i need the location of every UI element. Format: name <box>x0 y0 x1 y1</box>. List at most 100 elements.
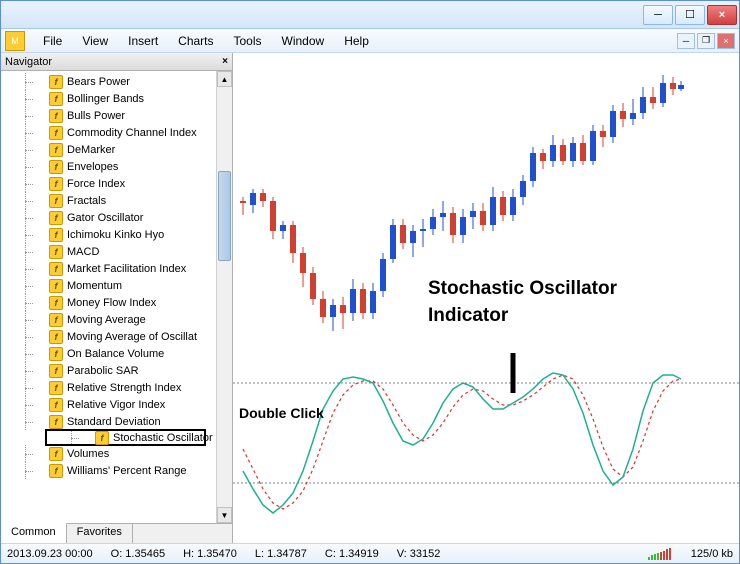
status-close: C: 1.34919 <box>325 548 397 560</box>
status-volume: V: 33152 <box>397 548 459 560</box>
indicator-label: DeMarker <box>67 144 115 156</box>
menu-window[interactable]: Window <box>272 32 335 50</box>
nav-tab-common[interactable]: Common <box>1 523 67 543</box>
function-icon: f <box>49 92 63 106</box>
indicator-relative-strength-index[interactable]: f Relative Strength Index <box>1 379 232 396</box>
indicator-label: Relative Strength Index <box>67 382 181 394</box>
menubar: M FileViewInsertChartsToolsWindowHelp ─ … <box>1 29 739 53</box>
indicator-stochastic-oscillator[interactable]: fStochastic Oscillator <box>45 429 206 446</box>
status-low: L: 1.34787 <box>255 548 325 560</box>
indicator-volumes[interactable]: f Volumes <box>1 445 232 462</box>
indicator-label: Force Index <box>67 178 125 190</box>
function-icon: f <box>49 75 63 89</box>
chart-area[interactable]: Stochastic Oscillator Indicator Double C… <box>233 53 739 543</box>
indicator-williams-percent-range[interactable]: f Williams' Percent Range <box>1 462 232 479</box>
indicator-ichimoku-kinko-hyo[interactable]: f Ichimoku Kinko Hyo <box>1 226 232 243</box>
function-icon: f <box>49 211 63 225</box>
menu-file[interactable]: File <box>33 32 72 50</box>
function-icon: f <box>49 364 63 378</box>
indicator-label: Money Flow Index <box>67 297 156 309</box>
scroll-thumb[interactable] <box>218 171 231 261</box>
function-icon: f <box>49 347 63 361</box>
titlebar: ─ ☐ × <box>1 1 739 29</box>
navigator-panel: Navigator × f Bears Power f Bollinger Bands… <box>1 53 233 543</box>
indicator-market-facilitation-index[interactable]: f Market Facilitation Index <box>1 260 232 277</box>
window-minimize-button[interactable]: ─ <box>643 5 673 25</box>
indicator-fractals[interactable]: f Fractals <box>1 192 232 209</box>
indicator-label: Volumes <box>67 448 109 460</box>
indicator-label: MACD <box>67 246 99 258</box>
menu-charts[interactable]: Charts <box>168 32 223 50</box>
indicator-parabolic-sar[interactable]: f Parabolic SAR <box>1 362 232 379</box>
indicator-demarker[interactable]: fDeMarker <box>1 141 232 158</box>
indicator-force-index[interactable]: f Force Index <box>1 175 232 192</box>
navigator-scrollbar[interactable]: ▲ ▼ <box>216 71 232 523</box>
function-icon: f <box>49 415 63 429</box>
indicator-label: Market Facilitation Index <box>67 263 186 275</box>
indicator-label: Bollinger Bands <box>67 93 144 105</box>
status-date: 2013.09.23 00:00 <box>7 548 111 560</box>
menu-insert[interactable]: Insert <box>118 32 168 50</box>
inner-close-button[interactable]: × <box>717 33 735 49</box>
indicator-label: Moving Average of Oscillat <box>67 331 197 343</box>
indicator-label: Ichimoku Kinko Hyo <box>67 229 164 241</box>
indicator-label: Moving Average <box>67 314 146 326</box>
function-icon: f <box>49 126 63 140</box>
connection-bars-icon <box>648 548 671 560</box>
indicator-bears-power[interactable]: f Bears Power <box>1 73 232 90</box>
function-icon: f <box>49 194 63 208</box>
indicator-standard-deviation[interactable]: fStandard Deviation <box>1 413 232 430</box>
navigator-title: Navigator <box>5 56 52 68</box>
indicator-moving-average-of-oscillat[interactable]: f Moving Average of Oscillat <box>1 328 232 345</box>
function-icon: f <box>49 279 63 293</box>
indicator-gator-oscillator[interactable]: fGator Oscillator <box>1 209 232 226</box>
indicator-commodity-channel-index[interactable]: f Commodity Channel Index <box>1 124 232 141</box>
inner-restore-button[interactable]: ❐ <box>697 33 715 49</box>
scroll-up-button[interactable]: ▲ <box>217 71 232 87</box>
navigator-close-button[interactable]: × <box>222 56 228 67</box>
statusbar: 2013.09.23 00:00 O: 1.35465 H: 1.35470 L… <box>1 543 739 563</box>
status-connection: 125/0 kb <box>691 548 733 560</box>
indicator-label: Bears Power <box>67 76 130 88</box>
function-icon: f <box>49 381 63 395</box>
function-icon: f <box>49 262 63 276</box>
function-icon: f <box>49 447 63 461</box>
function-icon: f <box>49 177 63 191</box>
function-icon: f <box>49 109 63 123</box>
status-open: O: 1.35465 <box>111 548 183 560</box>
indicator-label: Momentum <box>67 280 122 292</box>
indicator-relative-vigor-index[interactable]: f Relative Vigor Index <box>1 396 232 413</box>
indicator-label: Envelopes <box>67 161 118 173</box>
function-icon: f <box>49 313 63 327</box>
function-icon: f <box>49 330 63 344</box>
indicator-label: Relative Vigor Index <box>67 399 165 411</box>
indicator-bulls-power[interactable]: fBulls Power <box>1 107 232 124</box>
indicator-moving-average[interactable]: f Moving Average <box>1 311 232 328</box>
indicator-on-balance-volume[interactable]: fOn Balance Volume <box>1 345 232 362</box>
function-icon: f <box>49 464 63 478</box>
inner-minimize-button[interactable]: ─ <box>677 33 695 49</box>
nav-tab-favorites[interactable]: Favorites <box>67 524 133 543</box>
function-icon: f <box>49 160 63 174</box>
window-close-button[interactable]: × <box>707 5 737 25</box>
indicator-label: Fractals <box>67 195 106 207</box>
indicator-momentum[interactable]: f Momentum <box>1 277 232 294</box>
window-maximize-button[interactable]: ☐ <box>675 5 705 25</box>
function-icon: f <box>49 228 63 242</box>
status-high: H: 1.35470 <box>183 548 255 560</box>
indicator-label: Commodity Channel Index <box>67 127 197 139</box>
indicator-money-flow-index[interactable]: fMoney Flow Index <box>1 294 232 311</box>
scroll-down-button[interactable]: ▼ <box>217 507 232 523</box>
indicator-label: Williams' Percent Range <box>67 465 186 477</box>
indicator-bollinger-bands[interactable]: f Bollinger Bands <box>1 90 232 107</box>
menu-tools[interactable]: Tools <box>224 32 272 50</box>
menu-view[interactable]: View <box>72 32 118 50</box>
menu-help[interactable]: Help <box>334 32 379 50</box>
indicator-label: Stochastic Oscillator <box>113 432 213 444</box>
function-icon: f <box>95 431 109 445</box>
function-icon: f <box>49 398 63 412</box>
function-icon: f <box>49 245 63 259</box>
indicator-label: Parabolic SAR <box>67 365 139 377</box>
indicator-envelopes[interactable]: f Envelopes <box>1 158 232 175</box>
indicator-macd[interactable]: f MACD <box>1 243 232 260</box>
